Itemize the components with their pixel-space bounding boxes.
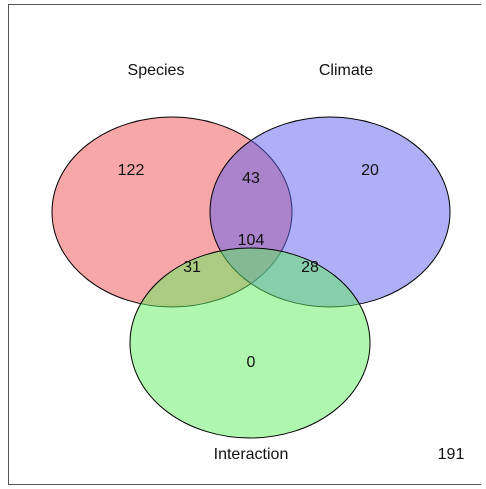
outside-count: 191 <box>438 446 465 463</box>
species-only-count: 122 <box>118 162 145 179</box>
interaction-only-count: 0 <box>247 354 256 371</box>
interaction-circle <box>129 247 371 439</box>
climate-only-count: 20 <box>361 162 379 179</box>
species-label: Species <box>128 62 185 79</box>
interaction-label: Interaction <box>214 446 289 463</box>
climate-interaction-count: 28 <box>301 259 319 276</box>
all-three-count: 104 <box>238 232 265 249</box>
species-interaction-count: 31 <box>183 259 201 276</box>
species-climate-count: 43 <box>242 170 260 187</box>
climate-label: Climate <box>319 62 373 79</box>
